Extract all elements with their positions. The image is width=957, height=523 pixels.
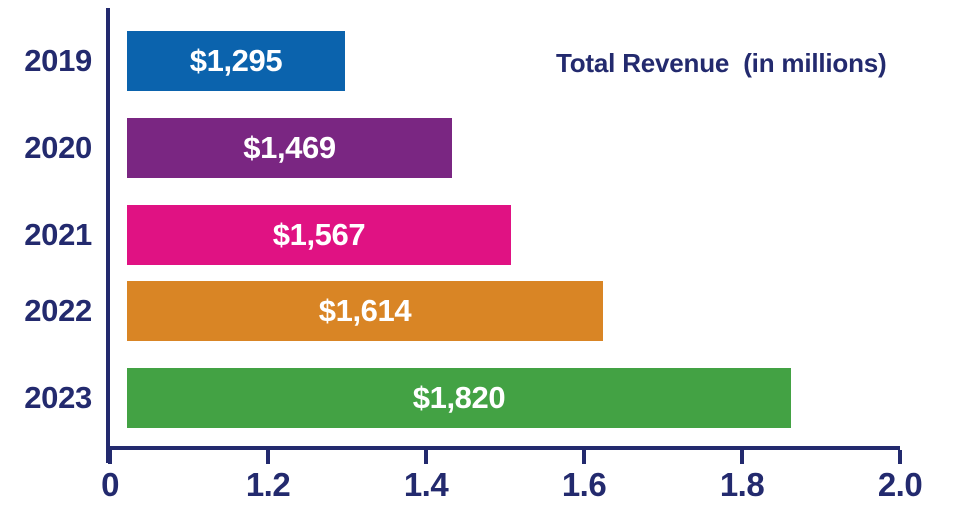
chart-title: Total Revenue (in millions) (556, 48, 887, 78)
y-axis-line (106, 8, 110, 463)
bar-2023[interactable]: $1,820 (127, 368, 791, 428)
x-axis-tick-label: 1.6 (561, 466, 607, 503)
x-axis-tick (108, 450, 112, 464)
year-label-2023: 2023 (24, 380, 92, 415)
bar-value-label: $1,567 (272, 217, 366, 252)
x-axis-tick-label: 1.8 (719, 466, 765, 503)
bar-2019[interactable]: $1,295 (127, 31, 345, 91)
x-axis-tick (740, 450, 744, 464)
bar-value-label: $1,614 (318, 293, 412, 328)
x-axis-tick (424, 450, 428, 464)
bar-value-label: $1,469 (243, 130, 336, 165)
bar-row: 2022 $1,614 (0, 281, 957, 341)
bar-row: 2021 $1,567 (0, 205, 957, 265)
year-label-2021: 2021 (24, 217, 92, 252)
bar-row: 2023 $1,820 (0, 368, 957, 428)
x-axis-tick-label: 1.4 (403, 466, 449, 503)
year-label-2022: 2022 (24, 293, 92, 328)
bar-row: 2019 $1,295 (0, 31, 957, 91)
x-axis-tick (266, 450, 270, 464)
bar-value-label: $1,295 (189, 43, 283, 78)
x-axis-tick-label: 1.2 (245, 466, 291, 503)
x-axis-tick-label: 0 (101, 466, 119, 503)
bar-value-label: $1,820 (412, 380, 506, 415)
x-axis-line (106, 446, 900, 450)
bar-row: 2020 $1,469 (0, 118, 957, 178)
x-axis-tick (582, 450, 586, 464)
bar-2020[interactable]: $1,469 (127, 118, 452, 178)
x-axis-tick-label: 2.0 (877, 466, 923, 503)
bar-2022[interactable]: $1,614 (127, 281, 603, 341)
year-label-2020: 2020 (24, 130, 92, 165)
x-axis-tick (898, 450, 902, 464)
bar-2021[interactable]: $1,567 (127, 205, 511, 265)
year-label-2019: 2019 (24, 43, 92, 78)
